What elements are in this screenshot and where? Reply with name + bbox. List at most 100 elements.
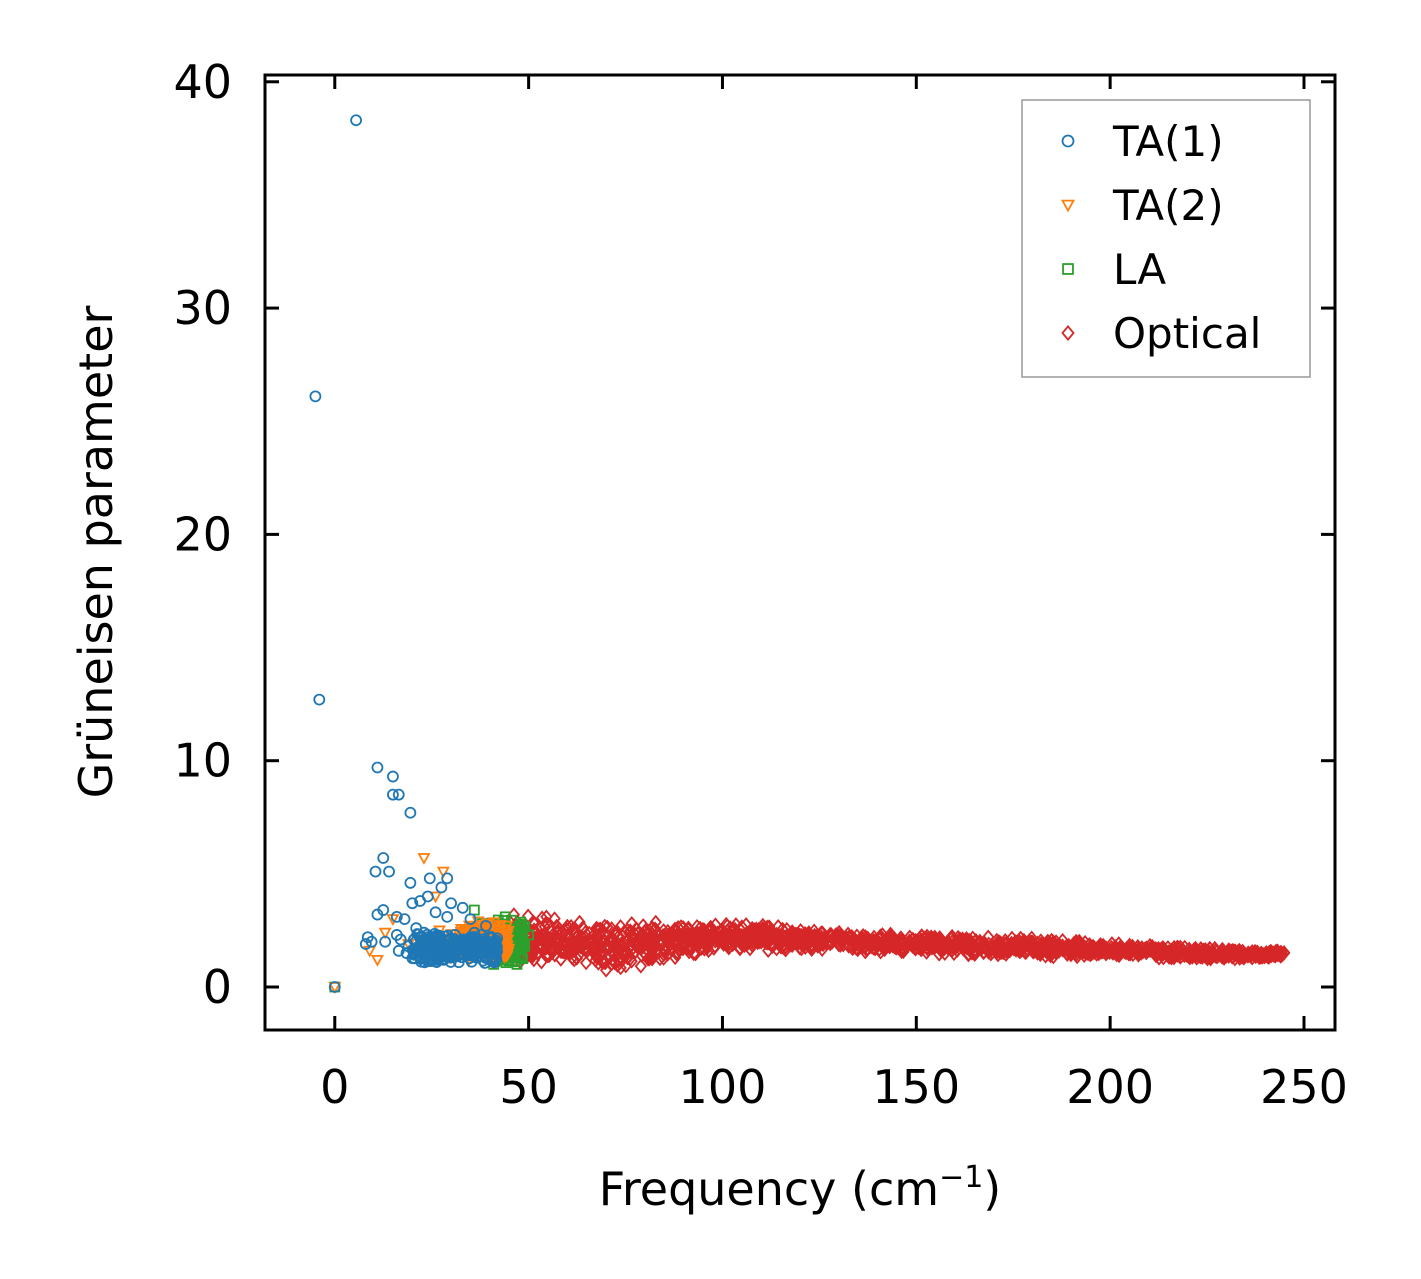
data-points — [309, 114, 1291, 994]
data-point — [1073, 940, 1086, 956]
data-point — [671, 944, 684, 960]
data-point — [737, 928, 750, 944]
data-point — [1206, 946, 1219, 962]
data-point — [682, 925, 695, 941]
data-point — [436, 866, 450, 879]
data-point — [561, 929, 574, 944]
legend-label: TA(1) — [1112, 117, 1224, 166]
data-point — [328, 982, 342, 994]
data-point — [406, 897, 419, 910]
data-point — [703, 921, 716, 936]
data-point — [392, 944, 405, 957]
data-point — [328, 981, 341, 993]
legend-label: TA(2) — [1112, 181, 1224, 230]
data-point — [626, 928, 639, 944]
data-point — [591, 938, 605, 954]
data-point — [429, 947, 442, 960]
data-point — [441, 910, 454, 923]
data-point — [949, 939, 963, 955]
data-point — [733, 940, 747, 956]
data-point — [685, 940, 698, 956]
data-point — [378, 927, 392, 940]
data-point — [618, 936, 631, 952]
x-tick-label: 0 — [320, 1060, 349, 1114]
data-point — [763, 930, 776, 946]
data-point — [923, 935, 936, 951]
data-point — [499, 945, 513, 958]
data-point — [1042, 944, 1055, 960]
data-point — [398, 913, 411, 926]
legend-marker — [1060, 199, 1076, 213]
data-point — [614, 960, 627, 976]
data-point — [543, 919, 556, 935]
data-point — [404, 806, 417, 819]
data-point — [716, 932, 729, 948]
data-point — [1203, 945, 1216, 961]
data-point — [726, 933, 740, 949]
data-point — [1209, 948, 1222, 964]
data-point — [417, 941, 430, 954]
data-point — [805, 941, 819, 956]
data-point — [387, 770, 399, 783]
data-point — [625, 953, 638, 969]
data-point — [513, 930, 525, 942]
data-point — [404, 877, 417, 889]
data-point — [886, 937, 899, 952]
data-point — [423, 872, 436, 885]
data-point — [427, 936, 440, 949]
series-optical — [507, 907, 1291, 978]
data-point — [435, 881, 448, 894]
data-point — [463, 944, 476, 957]
data-point — [563, 944, 577, 960]
data-point — [548, 939, 562, 954]
data-point — [463, 937, 476, 950]
data-point — [548, 911, 561, 927]
data-point — [661, 946, 674, 962]
data-point — [534, 939, 547, 955]
data-point — [798, 927, 811, 943]
data-point — [596, 954, 610, 969]
data-point — [456, 901, 469, 914]
data-point — [1262, 945, 1276, 961]
data-point — [687, 946, 701, 961]
data-point — [743, 941, 757, 957]
data-point — [1184, 948, 1197, 964]
data-point — [445, 897, 457, 910]
data-point — [896, 932, 909, 948]
x-tick-label: 200 — [1066, 1060, 1154, 1114]
y-tick-label: 40 — [173, 55, 232, 109]
data-point — [370, 954, 384, 967]
data-point — [1228, 943, 1241, 959]
data-point — [1028, 937, 1041, 953]
data-point — [464, 913, 477, 926]
data-point — [690, 919, 704, 934]
legend-marker — [1061, 134, 1075, 148]
axis-ticks: 0 50 100 150 200 250 0 10 20 30 40 — [173, 55, 1347, 1114]
data-point — [650, 942, 663, 958]
data-point — [408, 948, 421, 961]
data-point — [613, 955, 626, 971]
data-point — [500, 934, 514, 947]
data-point — [592, 955, 605, 971]
legend-label: Optical — [1113, 309, 1261, 358]
data-point — [884, 928, 897, 944]
data-point — [603, 934, 616, 949]
data-point — [995, 945, 1008, 960]
data-point — [535, 910, 549, 926]
data-point — [417, 853, 431, 865]
data-point — [767, 926, 781, 942]
data-point — [369, 865, 382, 878]
data-point — [1091, 943, 1104, 959]
data-point — [665, 927, 678, 942]
data-point — [575, 933, 588, 949]
data-point — [965, 936, 978, 952]
data-point — [564, 918, 578, 934]
y-tick-label: 0 — [203, 960, 232, 1014]
data-point — [551, 923, 565, 938]
series-ta2 — [328, 853, 516, 994]
data-point — [779, 939, 792, 955]
data-point — [444, 934, 456, 947]
data-point — [1188, 946, 1201, 961]
data-point — [350, 114, 363, 127]
data-point — [454, 924, 468, 936]
